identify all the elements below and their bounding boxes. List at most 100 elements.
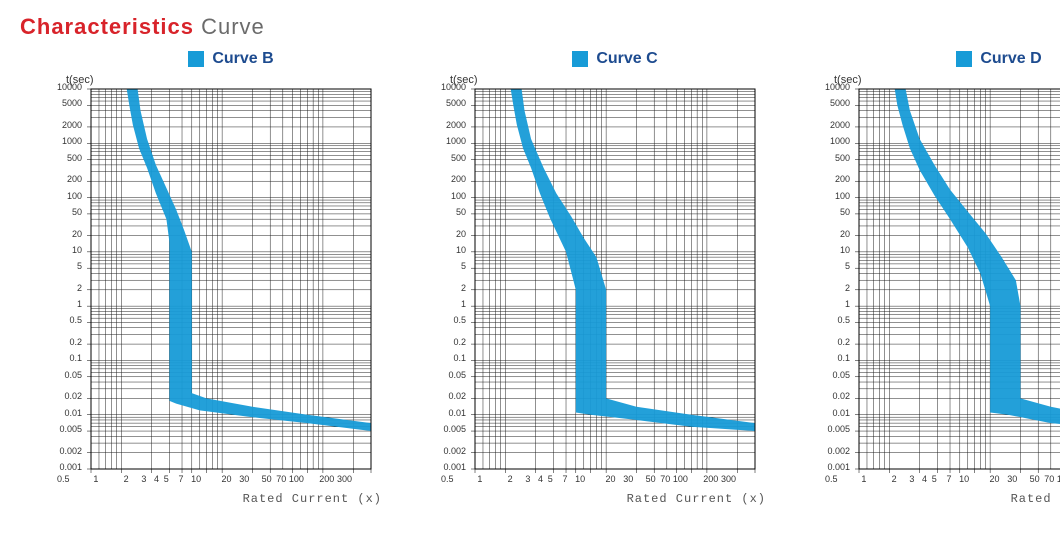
chart-panel: Curve Bt(sec)100005000200010005002001005… [20, 46, 392, 506]
y-tick: 100 [835, 192, 850, 201]
y-tick: 0.05 [832, 371, 850, 380]
y-tick: 0.001 [443, 463, 466, 472]
y-tick: 50 [456, 208, 466, 217]
y-tick: 500 [835, 154, 850, 163]
y-tick: 0.02 [448, 392, 466, 401]
legend-label: Curve C [596, 50, 657, 68]
y-tick: 0.01 [832, 409, 850, 418]
x-tick: 30 [239, 474, 249, 484]
x-tick-labels: 0.51234571020305070100200300 [20, 474, 392, 488]
y-tick: 5 [77, 262, 82, 271]
y-tick: 2 [461, 284, 466, 293]
y-tick: 0.002 [443, 447, 466, 456]
y-tick: 20 [840, 230, 850, 239]
chart-svg [470, 88, 756, 474]
charts-row: Curve Bt(sec)100005000200010005002001005… [20, 46, 1040, 506]
chart-legend: Curve C [522, 50, 657, 68]
y-tick: 0.5 [69, 316, 82, 325]
x-tick: 50 [1030, 474, 1040, 484]
x-tick: 5 [932, 474, 937, 484]
y-tick: 10000 [825, 83, 850, 92]
y-tick: 0.002 [59, 447, 82, 456]
y-tick: 500 [451, 154, 466, 163]
y-tick: 0.001 [59, 463, 82, 472]
y-tick: 50 [840, 208, 850, 217]
y-tick: 5000 [62, 99, 82, 108]
y-tick: 10 [456, 246, 466, 255]
x-tick: 1 [861, 474, 866, 484]
x-tick: 20 [221, 474, 231, 484]
x-tick: 1 [93, 474, 98, 484]
x-tick: 30 [623, 474, 633, 484]
y-tick: 200 [451, 175, 466, 184]
y-tick: 2 [77, 284, 82, 293]
y-tick: 20 [72, 230, 82, 239]
x-axis-label: Rated Current (x) [627, 492, 776, 506]
y-tick: 200 [67, 175, 82, 184]
x-tick: 5 [548, 474, 553, 484]
x-tick: 100 [289, 474, 304, 484]
y-tick: 2000 [446, 121, 466, 130]
x-tick: 70 [276, 474, 286, 484]
x-tick: 4 [538, 474, 543, 484]
y-tick: 20 [456, 230, 466, 239]
x-tick: 20 [605, 474, 615, 484]
legend-label: Curve B [212, 50, 273, 68]
legend-swatch [572, 51, 588, 67]
x-tick: 0.5 [441, 474, 454, 484]
x-tick: 4 [154, 474, 159, 484]
y-tick: 0.05 [64, 371, 82, 380]
x-tick: 7 [947, 474, 952, 484]
y-tick: 2 [845, 284, 850, 293]
y-tick: 10 [840, 246, 850, 255]
x-tick: 10 [575, 474, 585, 484]
y-tick: 0.001 [827, 463, 850, 472]
y-tick: 0.2 [837, 338, 850, 347]
y-tick: 100 [67, 192, 82, 201]
y-tick-labels: 100005000200010005002001005020105210.50.… [40, 88, 86, 468]
plot-row: 100005000200010005002001005020105210.50.… [424, 88, 756, 474]
chart-legend: Curve B [138, 50, 273, 68]
x-tick: 20 [989, 474, 999, 484]
x-tick: 30 [1007, 474, 1017, 484]
y-tick: 100 [451, 192, 466, 201]
legend-swatch [956, 51, 972, 67]
y-tick: 0.5 [453, 316, 466, 325]
x-tick: 3 [141, 474, 146, 484]
legend-swatch [188, 51, 204, 67]
x-tick: 50 [646, 474, 656, 484]
y-tick: 5 [461, 262, 466, 271]
y-tick: 0.1 [453, 354, 466, 363]
y-tick: 200 [835, 175, 850, 184]
y-tick: 0.5 [837, 316, 850, 325]
x-tick: 2 [508, 474, 513, 484]
y-tick: 0.01 [64, 409, 82, 418]
x-axis-label: Rated Current (x) [1011, 492, 1060, 506]
x-tick: 200 [319, 474, 334, 484]
x-tick-labels: 0.51234571020305070100200300 [404, 474, 776, 488]
y-tick: 500 [67, 154, 82, 163]
x-tick: 3 [525, 474, 530, 484]
x-tick: 7 [563, 474, 568, 484]
x-tick: 10 [959, 474, 969, 484]
y-tick: 10000 [57, 83, 82, 92]
page-title: Characteristics Curve [20, 14, 1040, 40]
y-tick: 2000 [62, 121, 82, 130]
x-axis-label: Rated Current (x) [243, 492, 392, 506]
x-tick: 5 [164, 474, 169, 484]
y-tick: 10000 [441, 83, 466, 92]
y-tick: 1000 [62, 137, 82, 146]
y-tick: 0.05 [448, 371, 466, 380]
plot-row: 100005000200010005002001005020105210.50.… [808, 88, 1060, 474]
x-tick: 300 [721, 474, 736, 484]
y-tick: 0.1 [837, 354, 850, 363]
y-tick-labels: 100005000200010005002001005020105210.50.… [808, 88, 854, 468]
x-tick: 2 [124, 474, 129, 484]
x-tick: 3 [909, 474, 914, 484]
y-tick: 0.002 [827, 447, 850, 456]
y-tick: 0.005 [59, 425, 82, 434]
chart-svg [854, 88, 1060, 474]
y-tick: 5000 [446, 99, 466, 108]
y-tick: 10 [72, 246, 82, 255]
x-tick: 1 [477, 474, 482, 484]
